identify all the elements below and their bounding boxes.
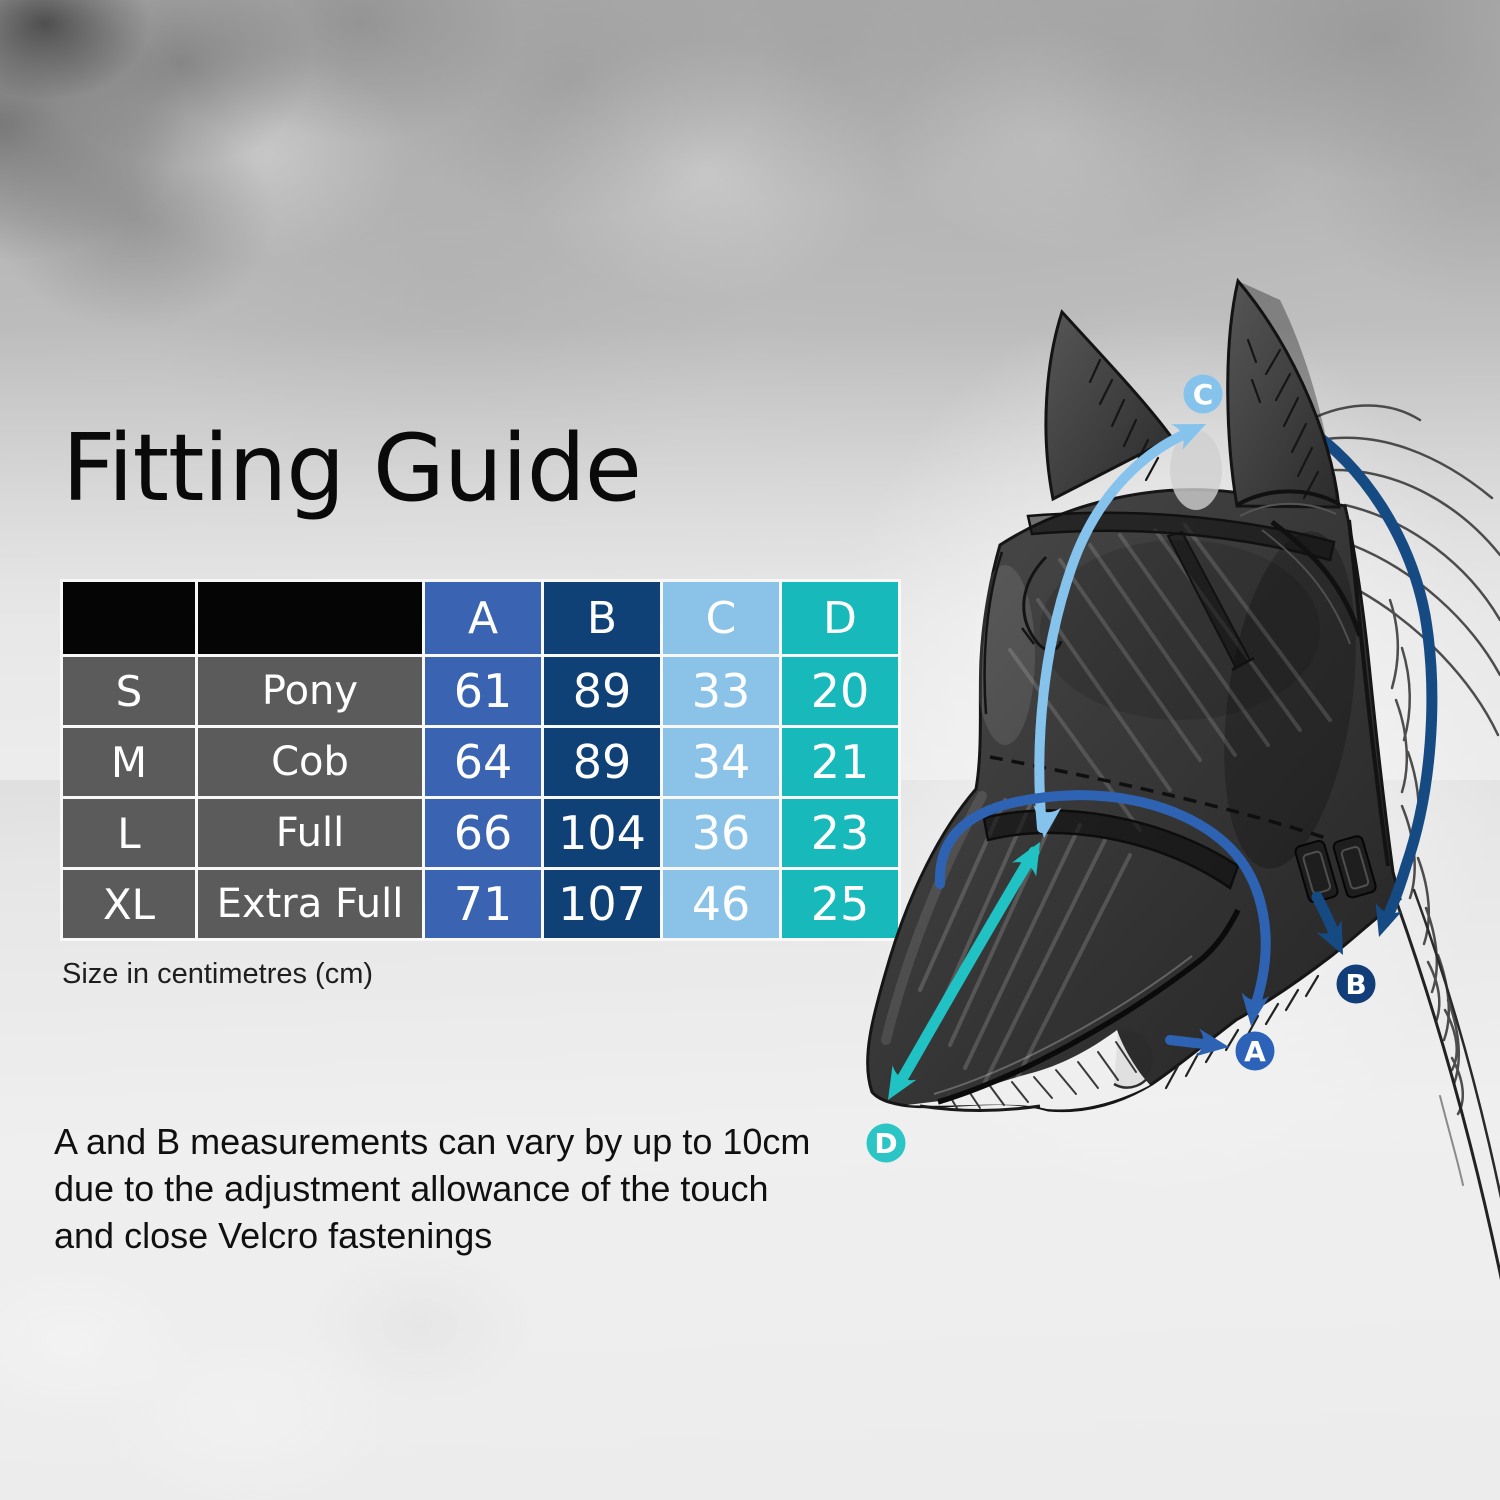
arrowhead-a	[1241, 992, 1270, 1026]
row-size-code: S	[63, 657, 195, 725]
value-d: 23	[782, 799, 898, 867]
page-title: Fitting Guide	[62, 414, 642, 522]
badge-c	[1183, 374, 1223, 414]
ears	[1044, 277, 1341, 517]
badge-b-label: B	[1345, 968, 1366, 1001]
row-size-code: L	[63, 799, 195, 867]
value-d: 21	[782, 728, 898, 796]
left-ear	[1044, 309, 1175, 502]
size-chart-table: A B C D S Pony 61 89 33 20 M Cob 64 89 3…	[60, 579, 901, 941]
arrowhead-d-bottom	[888, 1065, 917, 1100]
browband-strap	[1026, 511, 1336, 562]
mane-sketch	[1298, 404, 1500, 1116]
row-size-name: Cob	[198, 728, 422, 796]
neck-sketch	[1395, 888, 1500, 1281]
value-a: 61	[425, 657, 541, 725]
column-header-d: D	[782, 582, 898, 654]
value-a: 71	[425, 870, 541, 938]
ear-rim	[1235, 489, 1340, 507]
row-size-name: Full	[198, 799, 422, 867]
velcro-tabs	[1294, 835, 1377, 904]
column-header-b: B	[544, 582, 660, 654]
row-size-name: Pony	[198, 657, 422, 725]
badge-b	[1336, 964, 1376, 1004]
background-plants	[0, 1150, 700, 1500]
value-b: 89	[544, 657, 660, 725]
arrowhead-d-top	[1011, 842, 1040, 877]
mask-side-edge	[1347, 519, 1390, 867]
measurement-badges: C D A B	[866, 374, 1376, 1163]
arrowhead-b2	[1316, 920, 1343, 955]
column-header-c: C	[663, 582, 779, 654]
arrowhead-a2	[1195, 1028, 1229, 1057]
value-a: 66	[425, 799, 541, 867]
value-c: 36	[663, 799, 779, 867]
badge-c-label: C	[1193, 378, 1214, 411]
mask-texture	[881, 523, 1356, 1094]
measurement-a-arrow	[934, 790, 1271, 1057]
arrowhead-b	[1375, 902, 1403, 937]
row-size-code: M	[63, 728, 195, 796]
value-a: 64	[425, 728, 541, 796]
muzzle-lips	[907, 1028, 1156, 1112]
arrowhead-c-bottom	[1033, 804, 1062, 838]
cheek-binding	[1270, 519, 1363, 637]
units-caption: Size in centimetres (cm)	[62, 958, 374, 990]
arrowhead-c-top	[1171, 424, 1206, 450]
row-size-name: Extra Full	[198, 870, 422, 938]
measurement-note: A and B measurements can vary by up to 1…	[54, 1121, 811, 1257]
badge-d-label: D	[874, 1127, 897, 1160]
value-b: 104	[544, 799, 660, 867]
badge-d	[866, 1123, 906, 1163]
badge-a-label: A	[1244, 1035, 1266, 1068]
value-d: 20	[782, 657, 898, 725]
badge-a	[1235, 1031, 1275, 1071]
value-c: 33	[663, 657, 779, 725]
column-header-a: A	[425, 582, 541, 654]
value-c: 34	[663, 728, 779, 796]
horse-fly-mask-illustration: C D A B	[866, 277, 1500, 1281]
value-b: 107	[544, 870, 660, 938]
measurement-c-arrow	[1033, 424, 1206, 838]
row-size-code: XL	[63, 870, 195, 938]
measurement-d-arrow	[888, 842, 1040, 1100]
value-d: 25	[782, 870, 898, 938]
forelock	[1170, 430, 1222, 510]
value-c: 46	[663, 870, 779, 938]
table-corner-cell	[198, 582, 422, 654]
value-b: 89	[544, 728, 660, 796]
mask-bottom-edge	[937, 908, 1241, 1105]
table-corner-cell	[63, 582, 195, 654]
